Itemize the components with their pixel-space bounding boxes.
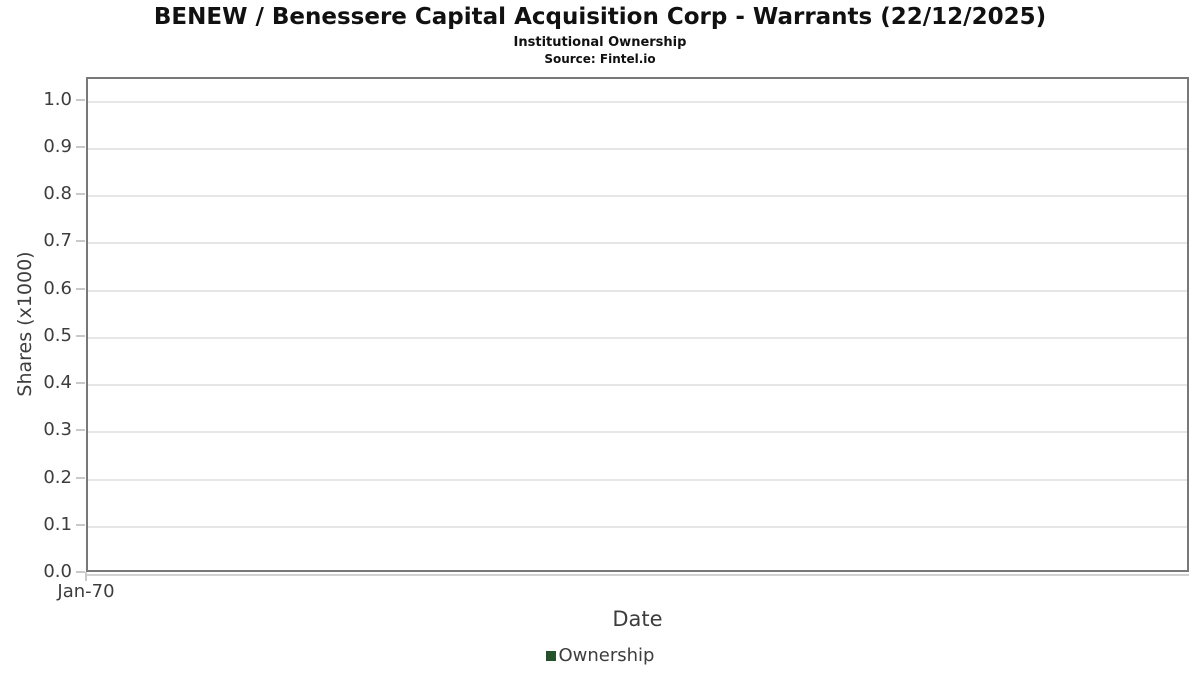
ytick-mark xyxy=(76,476,85,479)
gridline xyxy=(88,289,1187,292)
ytick-label: 0.1 xyxy=(43,513,72,535)
ytick-mark xyxy=(76,571,85,573)
ytick-mark xyxy=(76,429,85,432)
gridline xyxy=(88,100,1187,103)
legend: Ownership xyxy=(0,645,1200,666)
y-axis-title: Shares (x1000) xyxy=(14,251,36,397)
ytick-label: 0.6 xyxy=(43,277,72,299)
ytick-mark xyxy=(76,145,85,148)
ytick-mark xyxy=(76,334,85,337)
ytick-label: 0.9 xyxy=(43,135,72,157)
x-axis-line xyxy=(86,574,1189,576)
chart-title: BENEW / Benessere Capital Acquisition Co… xyxy=(153,4,1047,30)
gridline xyxy=(88,336,1187,339)
chart-subtitle: Institutional Ownership xyxy=(513,35,687,50)
ytick-mark xyxy=(76,287,85,290)
legend-swatch-icon xyxy=(545,650,556,661)
ytick-mark xyxy=(76,240,85,243)
ytick-label: 0.8 xyxy=(43,183,72,205)
ytick-label: 0.3 xyxy=(43,419,72,441)
ytick-mark xyxy=(76,98,85,101)
chart-source: Source: Fintel.io xyxy=(544,52,656,66)
gridline xyxy=(88,478,1187,481)
legend-label: Ownership xyxy=(558,645,655,666)
ytick-label: 0.7 xyxy=(43,230,72,252)
ytick-mark xyxy=(76,523,85,526)
legend-item-ownership[interactable]: Ownership xyxy=(545,645,655,666)
ytick-label: 0.5 xyxy=(43,324,72,346)
xtick-label: Jan-70 xyxy=(57,581,115,602)
ytick-label: 0.2 xyxy=(43,466,72,488)
ytick-mark xyxy=(76,193,85,196)
x-axis-title: Date xyxy=(612,607,663,631)
gridline xyxy=(88,242,1187,245)
ytick-mark xyxy=(76,382,85,385)
ytick-label: 1.0 xyxy=(43,88,72,110)
gridline xyxy=(88,384,1187,387)
ytick-label: 0.0 xyxy=(43,561,72,582)
gridline xyxy=(88,147,1187,150)
gridline xyxy=(88,431,1187,434)
gridline xyxy=(88,195,1187,198)
gridline xyxy=(88,525,1187,528)
plot-area xyxy=(86,77,1189,576)
ytick-label: 0.4 xyxy=(43,372,72,394)
